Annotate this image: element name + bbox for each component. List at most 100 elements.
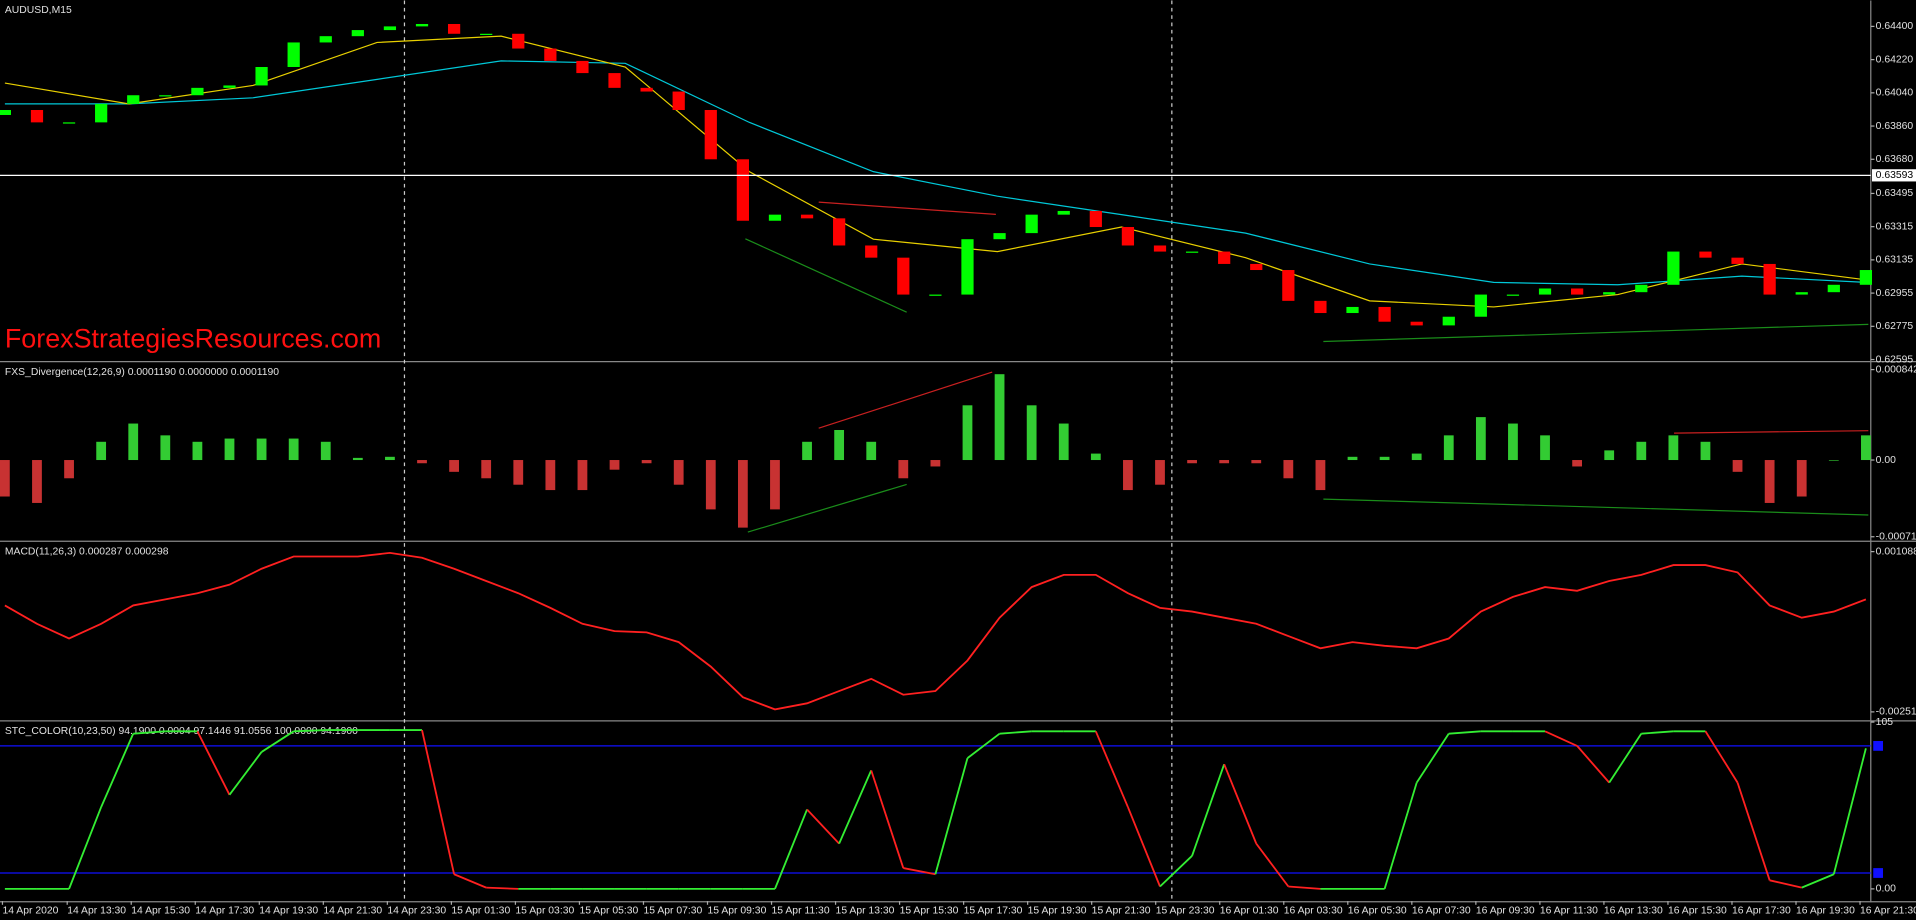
candle	[319, 36, 332, 43]
candle	[351, 30, 364, 37]
histogram-bar	[1251, 460, 1262, 464]
time-label: 15 Apr 11:30	[772, 906, 830, 917]
candle	[1859, 270, 1873, 285]
candle	[640, 87, 653, 92]
indicator-segment	[1544, 730, 1578, 747]
y-tick-label: 0.64040	[1876, 88, 1914, 99]
indicator-segment	[774, 809, 808, 890]
divergence-line	[818, 371, 993, 429]
panel-title: MACD(11,26,3) 0.000287 0.000298	[5, 546, 169, 557]
indicator-segment	[1641, 730, 1674, 735]
candle	[1442, 316, 1455, 326]
time-label: 15 Apr 05:30	[579, 906, 638, 917]
divergence-line	[1674, 430, 1869, 434]
histogram-bar	[737, 460, 748, 528]
histogram-bar	[994, 374, 1005, 461]
candle	[1057, 210, 1070, 215]
time-label: 15 Apr 01:30	[451, 906, 510, 917]
indicator-segment	[100, 733, 135, 808]
indicator-segment	[1832, 748, 1867, 875]
candle	[768, 214, 782, 221]
candle	[704, 110, 717, 160]
watermark: ForexStrategiesResources.com	[5, 323, 381, 353]
indicator-segment	[999, 730, 1032, 735]
time-label: 14 Apr 19:30	[259, 906, 318, 917]
histogram-bar	[224, 438, 235, 461]
candle	[1763, 263, 1776, 295]
candle	[1506, 294, 1520, 296]
candle	[961, 239, 974, 295]
candle	[30, 110, 44, 123]
histogram-bar	[1123, 460, 1133, 491]
indicator-segment	[1255, 843, 1290, 888]
histogram-bar	[385, 456, 395, 461]
candle	[1571, 288, 1584, 295]
histogram-bar	[609, 460, 620, 470]
indicator-segment	[934, 757, 969, 875]
time-label: 14 Apr 13:30	[67, 906, 126, 917]
candle	[191, 87, 204, 96]
indicator-segment	[1576, 745, 1610, 784]
histogram-bar	[417, 460, 427, 464]
time-label: 15 Apr 03:30	[515, 906, 574, 917]
histogram-bar	[288, 438, 299, 461]
indicator-segment	[68, 806, 103, 890]
y-tick-label: 0.63315	[1876, 221, 1914, 232]
y-tick-label: 0.00	[1876, 884, 1896, 895]
time-label: 15 Apr 09:30	[708, 906, 767, 917]
candle	[1185, 251, 1199, 253]
histogram-bar	[1315, 460, 1326, 491]
candle	[62, 122, 76, 124]
time-label: 16 Apr 05:30	[1348, 906, 1407, 917]
histogram-bar	[1572, 460, 1583, 467]
indicator-segment	[1736, 782, 1771, 881]
time-label: 16 Apr 17:30	[1732, 906, 1791, 917]
candle	[287, 42, 300, 67]
time-label: 15 Apr 13:30	[836, 906, 895, 917]
histogram-bar	[128, 423, 139, 461]
candle	[447, 23, 461, 34]
histogram-bar	[898, 460, 909, 479]
histogram-bar	[513, 460, 524, 485]
candle	[1699, 251, 1712, 258]
histogram-bar	[802, 441, 812, 461]
candle	[993, 233, 1006, 240]
indicator-segment	[1288, 885, 1321, 890]
moving-average	[4, 35, 1866, 308]
y-tick-label: 0.63860	[1876, 121, 1914, 132]
time-label: 16 Apr 07:30	[1412, 906, 1471, 917]
histogram-bar	[160, 435, 171, 461]
histogram-bar	[64, 460, 74, 479]
time-label: 15 Apr 19:30	[1028, 906, 1087, 917]
histogram-bar	[1155, 460, 1165, 485]
candle	[1378, 306, 1391, 322]
y-tick-label: 0.63135	[1876, 255, 1914, 266]
indicator-segment	[1608, 733, 1643, 784]
candle	[1153, 245, 1167, 252]
histogram-bar	[1411, 453, 1422, 461]
current-price-label: 0.63593	[1876, 170, 1914, 181]
histogram-bar	[545, 460, 556, 491]
indicator-segment	[1383, 782, 1418, 890]
histogram-bar	[1187, 460, 1197, 464]
indicator-segment	[1159, 855, 1193, 888]
trend-line	[745, 238, 907, 313]
histogram-bar	[1604, 450, 1615, 461]
candle	[1667, 251, 1680, 285]
histogram-bar	[1668, 435, 1679, 461]
candle	[1410, 321, 1423, 326]
candle	[1314, 300, 1327, 314]
histogram-bar	[256, 438, 267, 461]
histogram-bar	[1443, 435, 1454, 461]
y-tick-label: 0.62955	[1876, 288, 1914, 299]
candle	[95, 103, 108, 123]
candle	[0, 110, 11, 115]
y-tick-label: 0.64400	[1876, 21, 1914, 32]
level-marker	[1873, 741, 1884, 751]
candle	[255, 66, 268, 86]
candle	[512, 33, 525, 49]
histogram-bar	[1700, 441, 1711, 461]
